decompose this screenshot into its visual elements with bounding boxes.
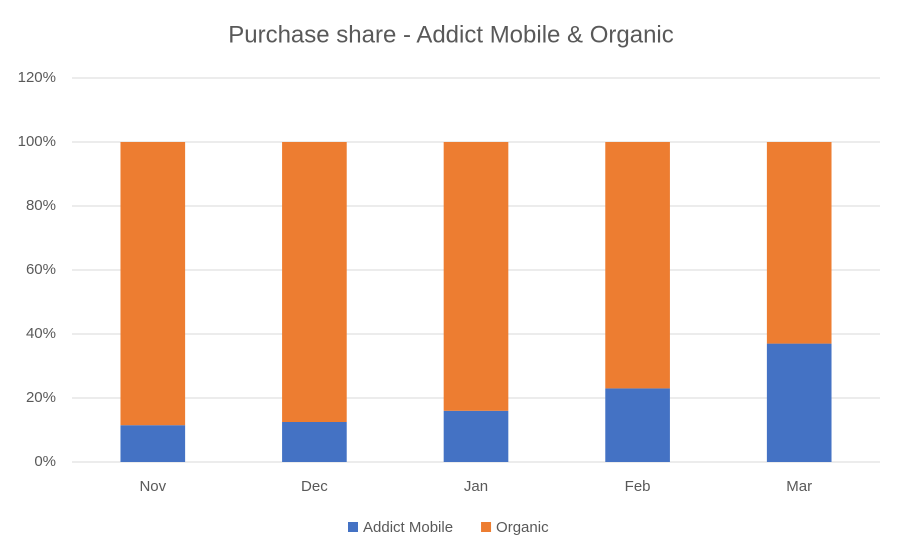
bar-segment: [766, 142, 832, 344]
y-tick-label: 80%: [26, 197, 56, 214]
bar-segment: [443, 142, 509, 411]
legend-label: Organic: [496, 519, 549, 536]
bar-segment: [766, 343, 832, 462]
y-tick-label: 20%: [26, 389, 56, 406]
y-tick-label: 40%: [26, 325, 56, 342]
bar-segment: [443, 410, 509, 462]
y-tick-label: 120%: [18, 69, 56, 86]
bar-segment: [282, 422, 347, 462]
bar-segment: [120, 425, 186, 462]
x-tick-label: Feb: [625, 478, 651, 495]
x-tick-label: Nov: [139, 478, 166, 495]
x-tick-label: Mar: [786, 478, 812, 495]
x-tick-label: Jan: [464, 478, 488, 495]
legend-swatch: [348, 522, 358, 532]
legend-swatch: [481, 522, 492, 532]
x-tick-label: Dec: [301, 478, 328, 495]
bar-segment: [605, 388, 670, 462]
y-tick-label: 100%: [18, 133, 56, 150]
bar-segment: [605, 142, 670, 389]
bar-segment: [282, 142, 347, 422]
y-tick-label: 0%: [34, 453, 56, 470]
chart-title: Purchase share - Addict Mobile & Organic: [228, 21, 674, 48]
bar-segment: [120, 142, 186, 426]
y-tick-label: 60%: [26, 261, 56, 278]
legend-label: Addict Mobile: [363, 519, 453, 536]
